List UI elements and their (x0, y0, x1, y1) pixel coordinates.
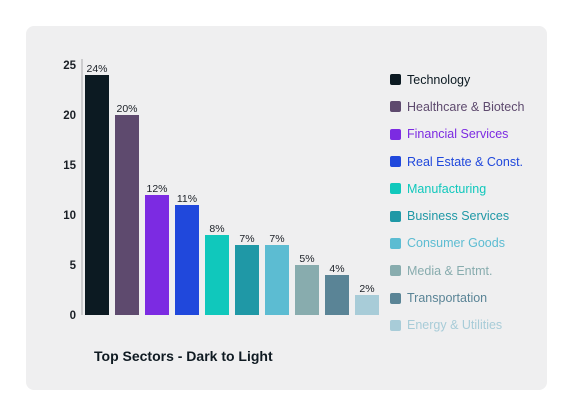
y-tick-label: 5 (70, 260, 77, 272)
legend-label: Business Services (407, 209, 510, 224)
legend-label: Healthcare & Biotech (407, 99, 525, 114)
legend-label: Consumer Goods (407, 236, 505, 251)
legend-label: Manufacturing (407, 181, 487, 196)
legend-item: Consumer Goods (390, 230, 524, 257)
legend-label: Technology (407, 72, 471, 87)
legend-item: Business Services (390, 202, 524, 229)
bar-6 (265, 245, 289, 315)
bar-7 (295, 265, 319, 315)
y-tick-label: 0 (70, 310, 76, 322)
bar-5 (235, 245, 259, 315)
bar-value-label: 11% (177, 193, 197, 205)
legend-swatch (390, 74, 401, 86)
legend-label: Real Estate & Const. (407, 154, 524, 169)
bar-3 (175, 205, 199, 315)
legend-item: Financial Services (390, 121, 524, 148)
legend-swatch (390, 319, 401, 331)
y-axis: 0 5 10 15 20 25 (63, 59, 83, 322)
legend: Technology Healthcare & Biotech Financial … (390, 66, 524, 339)
bar-8 (325, 275, 349, 315)
bar-1 (115, 115, 139, 315)
bar-value-label: 7% (239, 233, 254, 245)
y-tick-label: 20 (63, 110, 76, 122)
bar-9 (355, 295, 379, 315)
bar-value-label: 20% (116, 103, 137, 115)
legend-item: Manufacturing (390, 175, 524, 202)
legend-item: Healthcare & Biotech (390, 93, 524, 120)
legend-label: Financial Services (407, 127, 509, 142)
bar-value-label: 8% (209, 223, 224, 235)
data-labels: 24% 20% 12% 11% 8% 7% 7% 5% 4% 2% (86, 63, 374, 295)
legend-swatch (390, 265, 401, 277)
bar-value-label: 7% (269, 233, 284, 245)
bar-value-label: 24% (86, 63, 107, 75)
legend-item: Real Estate & Const. (390, 148, 524, 175)
bar-value-label: 12% (146, 183, 167, 195)
bar-4 (205, 235, 229, 315)
bar-value-label: 2% (359, 283, 374, 295)
chart-card (26, 26, 547, 390)
legend-item: Transportation (390, 284, 524, 311)
bars (85, 75, 379, 315)
bar-2 (145, 195, 169, 315)
legend-item: Energy & Utilities (390, 312, 524, 339)
legend-swatch (390, 210, 401, 222)
y-tick-label: 10 (63, 210, 76, 222)
legend-swatch (390, 292, 401, 304)
legend-swatch (390, 237, 401, 249)
legend-swatch (390, 183, 401, 195)
chart-title: Top Sectors - Dark to Light (94, 348, 273, 364)
legend-swatch (390, 128, 401, 140)
legend-item: Technology (390, 66, 524, 93)
y-tick-label: 15 (63, 160, 76, 172)
legend-swatch (390, 156, 401, 168)
legend-label: Energy & Utilities (407, 318, 503, 333)
y-tick-label: 25 (63, 60, 76, 72)
bar-value-label: 5% (299, 253, 314, 265)
legend-label: Transportation (407, 291, 488, 306)
legend-label: Media & Entmt. (407, 263, 493, 278)
bar-value-label: 4% (329, 263, 344, 275)
bar-0 (85, 75, 109, 315)
legend-item: Media & Entmt. (390, 257, 524, 284)
legend-swatch (390, 101, 401, 113)
